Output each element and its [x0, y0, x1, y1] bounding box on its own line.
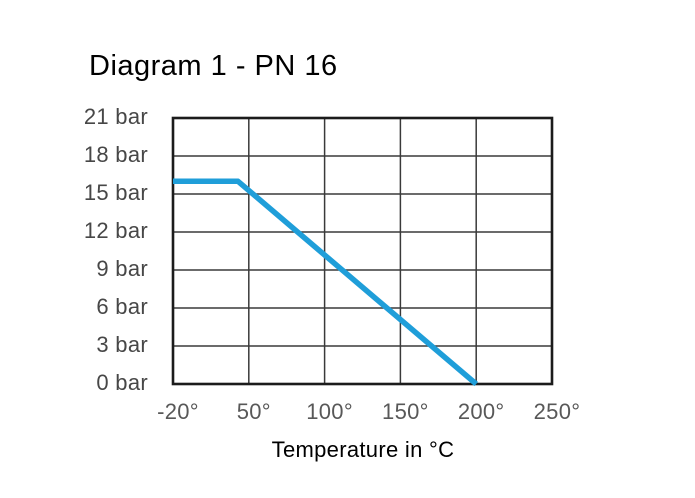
- chart-title: Diagram 1 - PN 16: [89, 50, 338, 82]
- y-tick-label: 15 bar: [83, 180, 148, 205]
- x-tick-label: -20°: [157, 399, 199, 424]
- y-tick-label: 0 bar: [96, 370, 148, 395]
- y-tick-label: 12 bar: [83, 218, 148, 243]
- y-tick-label: 6 bar: [96, 294, 148, 319]
- y-tick-label: 21 bar: [83, 104, 148, 129]
- y-tick-label: 3 bar: [96, 332, 148, 357]
- x-tick-label: 200°: [457, 399, 505, 424]
- x-tick-label: 250°: [533, 399, 581, 424]
- x-axis-title: Temperature in °C: [271, 437, 455, 462]
- y-tick-label: 9 bar: [96, 256, 148, 281]
- x-tick-label: 150°: [382, 399, 429, 424]
- x-tick-label: 100°: [306, 399, 353, 424]
- x-tick-label: 50°: [236, 399, 271, 424]
- pressure-limit-line: [173, 178, 478, 387]
- y-tick-label: 18 bar: [83, 142, 148, 167]
